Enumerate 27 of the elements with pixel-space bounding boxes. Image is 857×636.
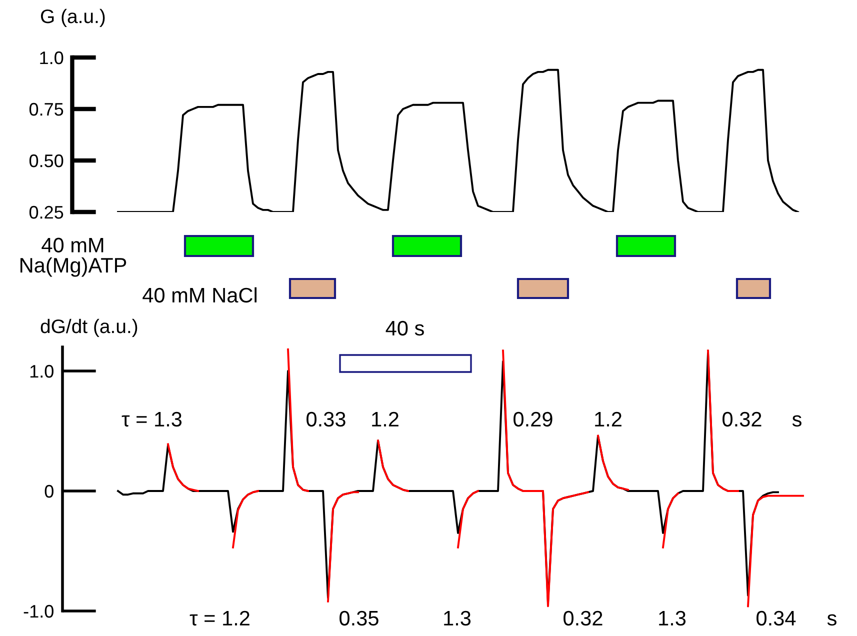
y-tick-label: -1.0 — [24, 604, 54, 618]
annotation: τ = 1.2 — [190, 610, 250, 626]
annotation: 1.2 — [595, 412, 622, 426]
text: 40 s — [386, 320, 424, 336]
annotation: 0.35 — [340, 610, 378, 626]
annotation: 1.3 — [444, 610, 471, 626]
line-series — [117, 68, 799, 212]
y-tick-label: 1.0 — [30, 364, 54, 378]
y-axis-title: G (a.u.) — [40, 8, 105, 28]
y-tick-label: 0.75 — [29, 102, 64, 116]
y-tick-label: 0 — [44, 484, 54, 498]
annotation: 0.34 — [756, 610, 796, 626]
annotation: 0.32 — [722, 412, 762, 427]
annotation: 0.33 — [306, 412, 346, 427]
y-tick-label: 1.0 — [40, 51, 64, 64]
annotation: 1.2 — [372, 412, 398, 426]
annotation: 0.32 — [564, 610, 602, 626]
text: 40 mM Na(Mg)ATP — [20, 238, 126, 277]
y-tick-label: 0.25 — [29, 206, 64, 219]
text: 40 mM NaCl — [142, 287, 256, 303]
annotation: τ = 1.3 — [122, 412, 182, 427]
y-axis-title: dG/dt (a.u.) — [40, 318, 138, 338]
y-tick-label: 0.50 — [29, 154, 64, 168]
annotation: s — [792, 415, 802, 427]
text: s — [827, 614, 836, 626]
annotation: 0.29 — [514, 412, 552, 427]
annotation: 1.3 — [659, 610, 686, 626]
